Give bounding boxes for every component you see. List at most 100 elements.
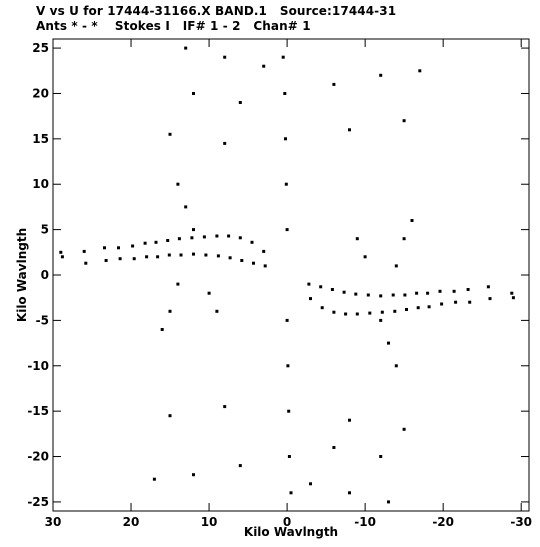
uv-point: [184, 46, 188, 50]
uv-point: [403, 293, 407, 297]
uv-point: [363, 255, 367, 259]
uv-point: [387, 500, 390, 504]
uv-point: [402, 427, 406, 431]
uv-point: [192, 473, 195, 477]
uv-point: [223, 141, 227, 145]
uv-point: [440, 302, 444, 306]
x-tick-label: 30: [45, 515, 62, 529]
uv-point: [379, 73, 383, 77]
y-tick-label: 25: [32, 41, 49, 55]
uv-point: [82, 249, 86, 253]
uv-point: [204, 253, 208, 257]
uv-point: [240, 259, 244, 262]
uv-point: [227, 234, 231, 238]
y-tick-label: -20: [27, 450, 49, 464]
uv-point: [132, 257, 136, 261]
uv-point: [192, 92, 195, 95]
uv-point: [320, 306, 324, 310]
uv-point: [168, 309, 172, 313]
uv-point: [168, 414, 172, 418]
uv-point: [309, 482, 312, 486]
y-tick-label: 0: [41, 268, 49, 282]
uv-point: [402, 119, 406, 123]
uv-point: [379, 294, 383, 298]
uv-point: [167, 253, 171, 257]
uv-point: [354, 292, 358, 296]
uv-point: [250, 240, 254, 244]
uv-point: [190, 236, 194, 240]
uv-point: [152, 477, 156, 481]
uv-point: [156, 255, 160, 259]
uv-point: [131, 244, 135, 248]
uv-point: [284, 137, 287, 141]
uv-point: [223, 405, 227, 409]
uv-point: [287, 409, 291, 413]
y-tick-label: -15: [27, 404, 49, 418]
uv-point: [415, 291, 419, 295]
uv-point: [380, 310, 384, 314]
uv-point: [344, 312, 348, 316]
uv-point: [438, 289, 442, 293]
uv-point: [510, 291, 514, 295]
uv-point: [355, 312, 359, 316]
y-axis-title: Kilo Wavlngth: [15, 228, 29, 322]
x-tick-label: 0: [283, 515, 291, 529]
uv-point: [366, 293, 370, 297]
uv-point: [223, 55, 227, 59]
uv-point: [309, 297, 312, 301]
uv-point: [405, 308, 408, 311]
uv-point: [118, 257, 122, 261]
uv-point: [287, 455, 291, 458]
uv-point: [394, 364, 398, 368]
uv-point: [368, 311, 372, 315]
uv-point: [192, 252, 195, 256]
data-points: [59, 46, 515, 504]
uv-point: [263, 264, 267, 268]
uv-point: [454, 300, 458, 304]
uv-point: [103, 246, 106, 250]
uv-point: [262, 249, 266, 253]
uv-point: [416, 306, 420, 310]
plot-frame: [52, 38, 530, 512]
uv-point: [348, 491, 351, 495]
uv-point: [379, 455, 383, 458]
uv-point: [418, 69, 422, 73]
uv-point: [284, 182, 288, 186]
x-tick-label: 20: [123, 515, 140, 529]
uv-point: [468, 300, 472, 304]
uv-point: [168, 132, 172, 136]
uv-point: [176, 282, 180, 286]
uv-point: [348, 128, 351, 132]
uv-point: [379, 318, 383, 322]
uv-point: [355, 237, 359, 241]
uv-point: [104, 259, 108, 262]
uv-point: [252, 261, 255, 265]
uv-point: [285, 318, 289, 322]
uv-point: [402, 237, 406, 241]
uv-point: [216, 254, 220, 258]
y-tick-label: -10: [27, 359, 49, 373]
uv-point: [177, 237, 181, 241]
y-tick-label: -5: [36, 313, 49, 327]
uv-point: [184, 205, 188, 209]
uv-point: [281, 55, 285, 59]
uv-point: [262, 64, 266, 68]
chart-title: V vs U for 17444-31166.X BAND.1 Source:1…: [36, 4, 397, 18]
y-tick-label: -25: [27, 495, 49, 509]
uv-point: [215, 309, 219, 313]
uv-point: [202, 235, 206, 239]
uv-point: [228, 256, 232, 260]
uv-point: [117, 246, 120, 250]
uv-point: [330, 288, 334, 291]
x-tick-label: 10: [201, 515, 218, 529]
uv-point: [179, 253, 183, 257]
uv-point: [332, 446, 336, 449]
chart-subtitle: Ants * - * Stokes I IF# 1 - 2 Chan# 1: [36, 19, 311, 33]
uv-point: [466, 288, 470, 291]
uv-point: [332, 82, 336, 86]
y-tick-label: 10: [32, 177, 49, 191]
uv-point: [84, 261, 88, 265]
uv-point: [154, 240, 158, 244]
uv-point: [427, 305, 431, 309]
